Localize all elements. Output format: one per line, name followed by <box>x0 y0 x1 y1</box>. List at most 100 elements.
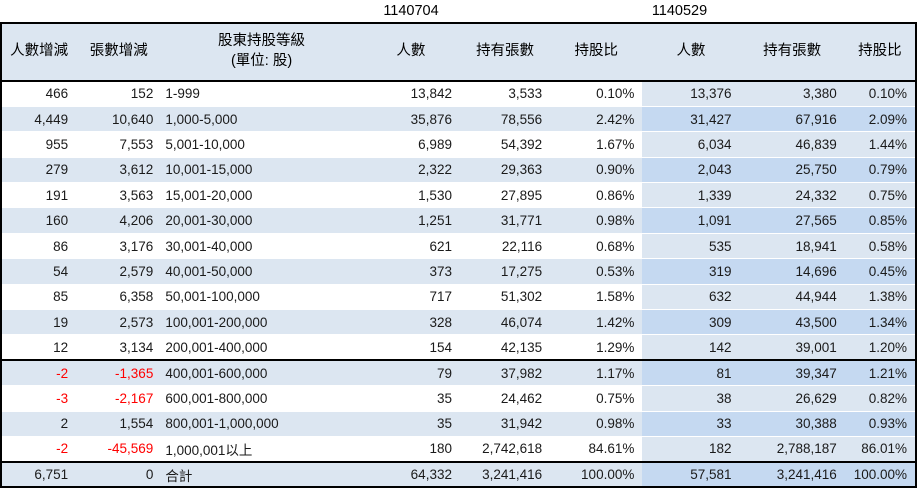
header-lots-previous: 持有張數 <box>739 23 845 82</box>
cell: 3,612 <box>76 156 162 183</box>
cell: 0.85% <box>844 207 916 234</box>
cell: 6,034 <box>642 131 740 158</box>
table-row: 4,449 10,640 1,000-5,000 35,876 78,556 2… <box>1 105 916 132</box>
cell: 3,241,416 <box>459 460 551 488</box>
table-row: 160 4,206 20,001-30,000 1,251 31,771 0.9… <box>1 207 916 234</box>
cell: 54,392 <box>459 131 551 158</box>
cell: 2 <box>1 410 77 437</box>
cell: 717 <box>361 283 460 310</box>
header-lots-current: 持有張數 <box>459 23 551 82</box>
cell: 621 <box>361 232 460 259</box>
cell: 1,000,001以上 <box>161 435 362 462</box>
cell: 0.93% <box>844 410 916 437</box>
cell: 13,842 <box>361 80 460 107</box>
cell: 78,556 <box>459 105 551 132</box>
header-row: 人數增減 張數增減 股東持股等級 (單位: 股) 人數 持有張數 持股比 人數 … <box>1 23 916 82</box>
cell: 2,043 <box>642 156 740 183</box>
cell: 0.98% <box>550 207 643 234</box>
cell: 57,581 <box>642 460 740 488</box>
cell: 319 <box>642 258 740 285</box>
cell: 0.90% <box>550 156 643 183</box>
cell: 3,533 <box>459 80 551 107</box>
cell: 100.00% <box>844 460 916 488</box>
cell: 79 <box>361 359 460 386</box>
cell: 182 <box>642 435 740 462</box>
cell: 1.20% <box>844 334 916 361</box>
cell: 37,982 <box>459 359 551 386</box>
header-ratio-current: 持股比 <box>550 23 643 82</box>
cell: 24,462 <box>459 385 551 412</box>
cell: 84.61% <box>550 435 643 462</box>
cell: 1.38% <box>844 283 916 310</box>
cell: 0.82% <box>844 385 916 412</box>
cell: 328 <box>361 309 460 335</box>
cell: 2,579 <box>76 258 162 285</box>
cell: 10,001-15,000 <box>161 156 362 183</box>
cell: 2,322 <box>361 156 460 183</box>
cell: 1.58% <box>550 283 643 310</box>
header-holding-level-line2: (單位: 股) <box>230 53 293 69</box>
cell: 10,640 <box>76 105 162 132</box>
cell: 955 <box>1 131 77 158</box>
cell: 24,332 <box>739 182 845 208</box>
cell: 142 <box>642 334 740 361</box>
cell: 30,388 <box>739 410 845 437</box>
cell: 6,989 <box>361 131 460 158</box>
cell: 279 <box>1 156 77 183</box>
cell: 1,530 <box>361 182 460 208</box>
cell: 1.21% <box>844 359 916 386</box>
cell: 43,500 <box>739 309 845 335</box>
cell: 4,206 <box>76 207 162 234</box>
cell: 0 <box>76 460 162 488</box>
cell: 1,251 <box>361 207 460 234</box>
cell: 0.86% <box>550 182 643 208</box>
cell: 81 <box>642 359 740 386</box>
report-date-previous: 1140529 <box>651 3 708 19</box>
cell: 44,944 <box>739 283 845 310</box>
table-row: 279 3,612 10,001-15,000 2,322 29,363 0.9… <box>1 156 916 183</box>
cell: 0.53% <box>550 258 643 285</box>
cell: 0.79% <box>844 156 916 183</box>
cell: 29,363 <box>459 156 551 183</box>
cell: 85 <box>1 283 77 310</box>
cell: 35 <box>361 410 460 437</box>
table-row: 955 7,553 5,001-10,000 6,989 54,392 1.67… <box>1 131 916 158</box>
cell: 400,001-600,000 <box>161 359 362 386</box>
total-row: 6,751 0 合計 64,332 3,241,416 100.00% 57,5… <box>1 460 916 488</box>
cell: 40,001-50,000 <box>161 258 362 285</box>
cell: 22,116 <box>459 232 551 259</box>
cell: 27,895 <box>459 182 551 208</box>
cell: 27,565 <box>739 207 845 234</box>
cell: 31,427 <box>642 105 740 132</box>
cell: 152 <box>76 80 162 107</box>
header-change-people: 人數增減 <box>1 23 77 82</box>
header-holding-level: 股東持股等級 (單位: 股) <box>161 23 362 82</box>
cell: 0.45% <box>844 258 916 285</box>
distribution-table: 人數增減 張數增減 股東持股等級 (單位: 股) 人數 持有張數 持股比 人數 … <box>0 22 917 489</box>
cell: 600,001-800,000 <box>161 385 362 412</box>
cell: 3,176 <box>76 232 162 259</box>
table-row: -2 -45,569 1,000,001以上 180 2,742,618 84.… <box>1 435 916 462</box>
cell: 19 <box>1 309 77 335</box>
table-row: 19 2,573 100,001-200,000 328 46,074 1.42… <box>1 309 916 335</box>
cell: 64,332 <box>361 460 460 488</box>
header-people-previous: 人數 <box>642 23 740 82</box>
cell: 20,001-30,000 <box>161 207 362 234</box>
cell: -2 <box>1 435 77 462</box>
cell: 535 <box>642 232 740 259</box>
cell: 50,001-100,000 <box>161 283 362 310</box>
cell: 33 <box>642 410 740 437</box>
cell: 30,001-40,000 <box>161 232 362 259</box>
cell: 35 <box>361 385 460 412</box>
header-ratio-previous: 持股比 <box>844 23 916 82</box>
cell: 46,839 <box>739 131 845 158</box>
cell: 2,742,618 <box>459 435 551 462</box>
cell: 5,001-10,000 <box>161 131 362 158</box>
cell: 160 <box>1 207 77 234</box>
header-change-lots: 張數增減 <box>76 23 162 82</box>
cell: 1,091 <box>642 207 740 234</box>
cell: 31,942 <box>459 410 551 437</box>
cell: -1,365 <box>76 359 162 386</box>
cell: 3,134 <box>76 334 162 361</box>
